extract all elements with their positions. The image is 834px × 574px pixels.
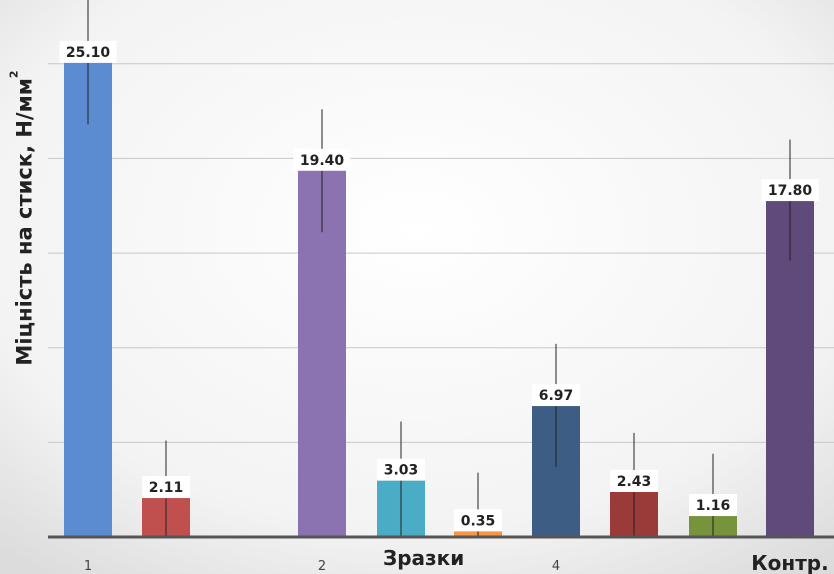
x-tick-label: 4: [552, 559, 560, 574]
data-label-box: [761, 179, 819, 202]
x-tick-label: 2: [318, 559, 326, 574]
data-label-box: [293, 148, 351, 171]
x-axis-label: Зразки: [383, 546, 465, 570]
data-label: 2.43: [617, 474, 652, 490]
data-label: 6.97: [539, 388, 574, 404]
data-label: 3.03: [384, 463, 419, 479]
data-label-box: [689, 494, 737, 517]
bar: [64, 61, 112, 538]
data-label-box: [454, 509, 502, 532]
data-label-box: [59, 40, 117, 63]
x-tick-label: 1: [84, 559, 92, 574]
data-label: 25.10: [66, 45, 111, 61]
data-label-box: [532, 384, 580, 407]
y-axis-label: Міцність на стиск, Н/мм2: [8, 18, 40, 418]
x-tick-label: Контр.: [751, 551, 828, 574]
data-label-box: [377, 458, 425, 481]
data-label-box: [610, 470, 658, 493]
y-axis-label-superscript: 2: [8, 70, 21, 79]
data-label: 19.40: [300, 153, 345, 169]
data-label: 0.35: [461, 513, 496, 529]
data-label: 17.80: [768, 183, 813, 199]
data-label-box: [142, 476, 190, 499]
data-label: 2.11: [149, 480, 184, 496]
data-label: 1.16: [696, 498, 731, 514]
y-axis-label-text: Міцність на стиск, Н/мм: [13, 78, 37, 366]
